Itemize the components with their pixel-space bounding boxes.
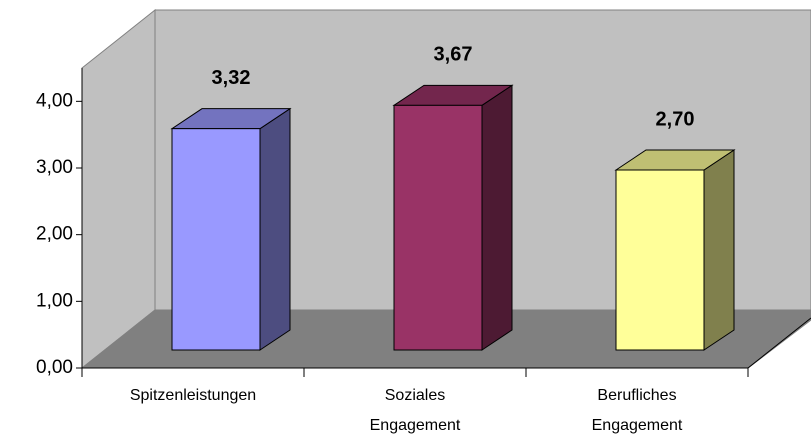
value-label: 2,70	[656, 108, 695, 130]
x-tick-label: Spitzenleistungen	[130, 387, 256, 404]
value-label: 3,32	[212, 67, 251, 89]
bar	[393, 104, 483, 351]
floor-edge	[747, 317, 811, 369]
bar	[615, 169, 705, 351]
y-tick-label: 1,00	[36, 290, 73, 311]
y-tick-label: 4,00	[36, 90, 73, 111]
y-tick-label: 2,00	[36, 224, 73, 245]
value-label: 3,67	[434, 44, 473, 66]
bar-side	[481, 84, 513, 351]
bar-side	[259, 107, 291, 351]
bar-side	[703, 149, 735, 351]
y-tick-label: 0,00	[36, 357, 73, 378]
x-tick-label: Berufliches Engagement	[592, 387, 683, 434]
side-wall	[81, 8, 156, 370]
bar	[171, 128, 261, 351]
y-tick-label: 3,00	[36, 157, 73, 178]
x-tick-label: Soziales Engagement	[370, 387, 461, 434]
